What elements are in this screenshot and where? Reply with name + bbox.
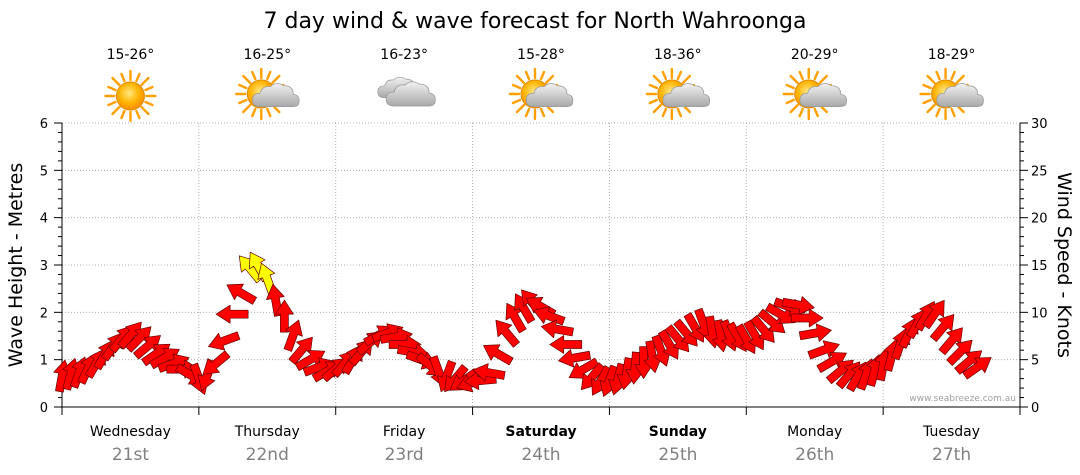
day-date: 21st bbox=[112, 445, 149, 465]
day-labels: Wednesday 21st Thursday 22nd Friday 23rd Satur… bbox=[90, 424, 980, 465]
left-tick-label: 1 bbox=[40, 354, 48, 369]
right-tick-label: 10 bbox=[1031, 306, 1048, 321]
y2-axis-title: Wind Speed - Knots bbox=[1053, 172, 1075, 358]
right-tick-label: 15 bbox=[1031, 259, 1048, 274]
wind-arrow-series bbox=[53, 251, 992, 397]
temperature-range: 15-28° bbox=[517, 47, 565, 63]
right-tick-label: 5 bbox=[1031, 354, 1039, 369]
day-name: Wednesday bbox=[90, 424, 171, 440]
y-axis-title: Wave Height - Metres bbox=[5, 163, 27, 367]
day-forecast: 15-28° bbox=[508, 47, 574, 121]
wind-arrow bbox=[283, 319, 303, 352]
day-name: Friday bbox=[383, 424, 425, 440]
left-tick-label: 5 bbox=[40, 164, 48, 179]
wind-speed-axis: 0 5 10 15 20 25 30 bbox=[1020, 117, 1048, 416]
wind-arrow bbox=[495, 319, 520, 348]
temperature-range: 16-25° bbox=[243, 47, 291, 63]
day-forecast: 20-29° bbox=[782, 47, 847, 121]
day-forecast: 18-36° bbox=[645, 47, 711, 121]
left-tick-label: 4 bbox=[40, 212, 48, 227]
right-tick-label: 0 bbox=[1031, 401, 1039, 416]
temperature-range: 20-29° bbox=[791, 47, 839, 63]
wind-arrow bbox=[202, 350, 231, 375]
left-tick-label: 3 bbox=[40, 259, 48, 274]
day-date: 26th bbox=[795, 445, 834, 465]
wind-arrow bbox=[558, 349, 592, 368]
chart-title: 7 day wind & wave forecast for North Wah… bbox=[264, 9, 807, 34]
day-forecast: 15-26° bbox=[104, 47, 157, 123]
left-tick-label: 0 bbox=[40, 401, 48, 416]
wind-arrow bbox=[472, 363, 506, 382]
wind-arrow bbox=[798, 323, 832, 342]
wind-arrow bbox=[922, 299, 945, 330]
cloud-icon bbox=[377, 76, 436, 107]
right-tick-label: 30 bbox=[1031, 117, 1048, 132]
day-name: Saturday bbox=[505, 424, 576, 440]
right-tick-label: 25 bbox=[1031, 164, 1048, 179]
wind-arrow bbox=[533, 306, 566, 326]
wind-arrow bbox=[962, 357, 992, 380]
temperature-range: 18-36° bbox=[654, 47, 702, 63]
temperature-range: 18-29° bbox=[928, 47, 976, 63]
day-date: 22nd bbox=[246, 445, 289, 465]
wind-arrow bbox=[541, 319, 574, 339]
day-name: Thursday bbox=[234, 424, 300, 440]
wind-arrow bbox=[929, 314, 955, 342]
forecast-row: 15-26° 16-25° 16-23° 15-28° 18-36° 20-29° 18-2… bbox=[104, 47, 984, 123]
day-date: 27th bbox=[932, 445, 971, 465]
wind-arrow bbox=[549, 335, 583, 354]
sun-cloud-icon bbox=[235, 67, 300, 121]
temperature-range: 15-26° bbox=[107, 47, 155, 63]
day-date: 24th bbox=[521, 445, 560, 465]
left-tick-label: 2 bbox=[40, 306, 48, 321]
right-tick-label: 20 bbox=[1031, 212, 1048, 227]
day-forecast: 18-29° bbox=[919, 47, 984, 121]
watermark: www.seabreeze.com.au bbox=[909, 394, 1016, 404]
day-date: 25th bbox=[658, 445, 697, 465]
day-date: 23rd bbox=[385, 445, 424, 465]
day-name: Sunday bbox=[649, 424, 707, 440]
day-forecast: 16-25° bbox=[235, 47, 300, 121]
wind-arrow bbox=[275, 299, 294, 333]
wind-arrow bbox=[483, 344, 514, 366]
day-forecast: 16-23° bbox=[377, 47, 436, 107]
sun-cloud-icon bbox=[645, 67, 711, 121]
sun-icon bbox=[104, 69, 157, 123]
wind-arrow bbox=[790, 308, 824, 328]
wind-arrow bbox=[226, 283, 257, 305]
wave-height-axis: 0 1 2 3 4 5 6 bbox=[40, 117, 62, 416]
day-name: Monday bbox=[787, 424, 842, 440]
wind-arrow bbox=[208, 331, 241, 351]
wind-arrow bbox=[215, 304, 249, 324]
sun-cloud-icon bbox=[508, 67, 574, 121]
wind-arrow bbox=[781, 296, 815, 315]
sun-cloud-icon bbox=[919, 67, 984, 121]
sun-cloud-icon bbox=[782, 67, 847, 121]
left-tick-label: 6 bbox=[40, 117, 48, 132]
temperature-range: 16-23° bbox=[380, 47, 428, 63]
day-name: Tuesday bbox=[922, 424, 980, 440]
